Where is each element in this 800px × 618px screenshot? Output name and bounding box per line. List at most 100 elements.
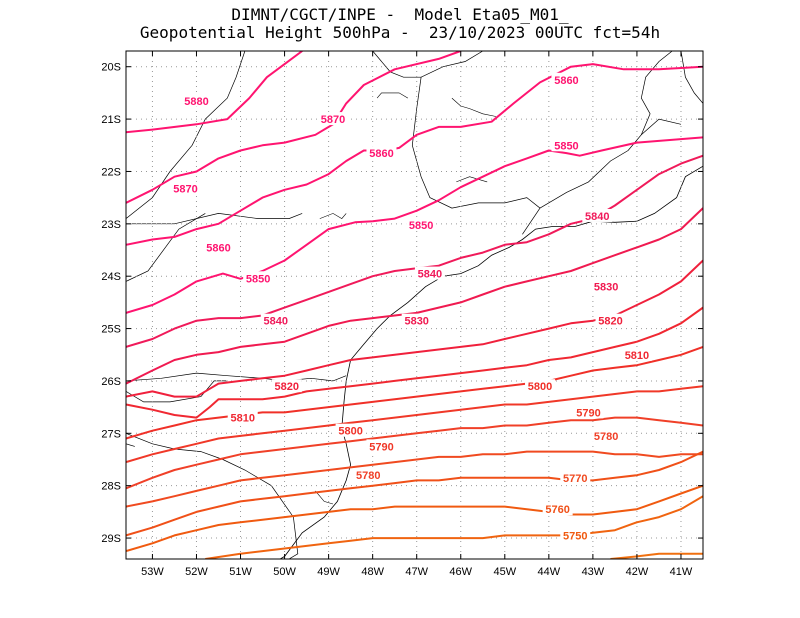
state-boundary	[126, 51, 246, 219]
contour-label: 5860	[369, 148, 393, 160]
lat-tick-label: 23S	[101, 219, 121, 231]
lon-tick-label: 52W	[185, 566, 208, 578]
lat-tick-label: 26S	[101, 376, 121, 388]
contour-label-bg	[582, 208, 613, 222]
lon-tick-label: 48W	[361, 566, 384, 578]
state-boundary	[411, 77, 541, 235]
river-reservoir	[315, 490, 334, 505]
state-boundary	[126, 213, 303, 225]
lat-tick-label: 25S	[101, 324, 121, 336]
contour-label-bg	[260, 313, 291, 327]
contour-label: 5870	[321, 114, 345, 126]
contour-line-5860	[126, 63, 703, 246]
map-boundaries	[126, 51, 703, 559]
contour-line-5830	[126, 207, 703, 385]
contour-labels: 5880 5870 5870 5860 5860 5860 5850 5850 5850 5840…	[170, 72, 652, 542]
river-reservoir	[376, 92, 409, 99]
contour-label-bg	[560, 528, 591, 542]
contour-label-bg	[401, 313, 432, 327]
lon-tick-label: 44W	[538, 566, 561, 578]
contour-label-bg	[406, 217, 437, 231]
contour-label: 5840	[585, 211, 609, 223]
contour-label-bg	[271, 379, 302, 393]
contour-label-bg	[621, 347, 652, 361]
contour-label: 5830	[594, 282, 618, 294]
map-title-line-2: Geopotential Height 500hPa - 23/10/2023 …	[139, 23, 661, 42]
state-boundary	[640, 51, 673, 135]
contour-label-bg	[366, 439, 397, 453]
contour-label-bg	[525, 379, 556, 393]
state-boundary	[126, 443, 135, 447]
contour-label: 5790	[369, 441, 393, 453]
contour-label: 5880	[184, 96, 208, 108]
contour-line-5760	[126, 450, 703, 537]
contour-label-bg	[318, 112, 349, 126]
contour-line-5790	[126, 385, 703, 464]
contour-line-5800	[126, 345, 703, 440]
river-reservoir	[319, 213, 347, 219]
state-boundary	[680, 51, 703, 104]
contour-label-bg	[551, 72, 582, 86]
contour-label: 5850	[409, 220, 433, 232]
contour-label: 5790	[576, 407, 600, 419]
contour-label: 5760	[545, 504, 569, 516]
state-boundary	[126, 380, 228, 403]
contour-line-5770	[126, 450, 703, 508]
contour-label-bg	[203, 240, 234, 254]
contour-label-bg	[170, 181, 201, 195]
contour-label-bg	[542, 502, 573, 516]
contour-label-bg	[595, 313, 626, 327]
contour-line-5870	[126, 51, 462, 204]
contour-label: 5800	[528, 381, 552, 393]
contour-label-bg	[591, 428, 622, 442]
lon-tick-label: 43W	[582, 566, 605, 578]
river-reservoir	[451, 97, 497, 117]
contour-label: 5860	[554, 75, 578, 87]
contour-label: 5780	[356, 470, 380, 482]
contour-label: 5780	[594, 431, 618, 443]
lat-tick-label: 27S	[101, 428, 121, 440]
contour-label-bg	[181, 93, 212, 107]
lat-tick-label: 21S	[101, 114, 121, 126]
contour-line-5740	[205, 495, 703, 559]
contour-label-bg	[573, 405, 604, 419]
contour-line-5880	[126, 51, 303, 134]
lon-tick-label: 41W	[670, 566, 693, 578]
contour-label: 5870	[173, 184, 197, 196]
contour-label-bg	[227, 410, 258, 424]
axis-ticks: 20S 21S 22S 23S 24S 25S 26S 27S 28S 29S 53W 52W 51W 5…	[101, 51, 703, 578]
contour-label-bg	[366, 146, 397, 160]
lon-tick-label: 53W	[141, 566, 164, 578]
contour-label-bg	[591, 279, 622, 293]
contour-line-5730	[610, 552, 703, 559]
state-boundary	[539, 118, 682, 209]
lon-tick-label: 46W	[449, 566, 472, 578]
lon-tick-label: 45W	[493, 566, 516, 578]
contour-label-bg	[353, 468, 384, 482]
contour-label-bg	[414, 266, 445, 280]
lat-tick-label: 24S	[101, 271, 121, 283]
lon-tick-label: 50W	[273, 566, 296, 578]
lon-tick-label: 47W	[405, 566, 428, 578]
contour-label: 5840	[264, 316, 288, 328]
contour-label: 5810	[625, 350, 649, 362]
contour-line-5750	[126, 484, 703, 553]
contour-label-bg	[243, 271, 274, 285]
river-reservoir	[456, 176, 488, 183]
contour-label: 5850	[246, 273, 270, 285]
contour-label: 5820	[275, 381, 299, 393]
state-boundary	[126, 432, 299, 559]
contour-label: 5770	[563, 473, 587, 485]
lat-tick-label: 29S	[101, 533, 121, 545]
state-boundary	[126, 372, 347, 382]
contour-label: 5840	[418, 269, 442, 281]
map-frame	[125, 50, 704, 560]
contour-label: 5830	[404, 316, 428, 328]
contour-label-bg	[335, 423, 366, 437]
lon-tick-label: 49W	[317, 566, 340, 578]
contour-label: 5800	[338, 426, 362, 438]
lat-tick-label: 28S	[101, 481, 121, 493]
contour-label: 5810	[230, 413, 254, 425]
contour-label: 5860	[206, 242, 230, 254]
